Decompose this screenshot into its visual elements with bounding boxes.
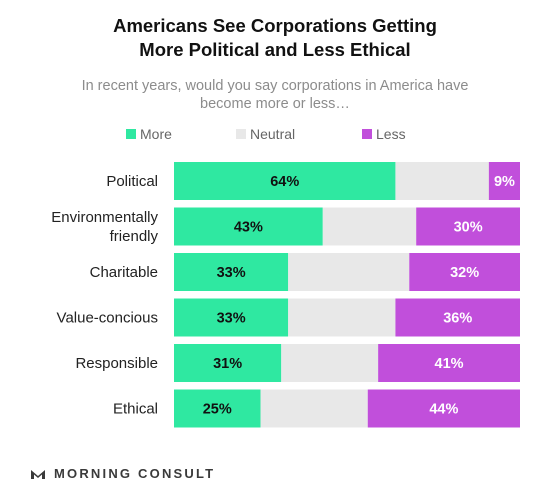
legend-label-neutral: Neutral (250, 126, 296, 142)
value-label-political-more: 64% (270, 174, 299, 190)
legend: More Neutral Less (0, 126, 550, 142)
value-label-responsible-less: 41% (435, 356, 464, 372)
bar-environmentally-friendly-less (416, 207, 520, 246)
legend-swatch-neutral (236, 129, 246, 139)
value-label-charitable-less: 32% (450, 265, 479, 281)
legend-item-neutral: Neutral (236, 126, 295, 142)
chart-title: Americans See Corporations Getting More … (0, 14, 550, 62)
bar-environmentally-friendly-neutral (322, 207, 417, 246)
bar-responsible-neutral (281, 344, 379, 382)
value-label-ethical-more: 25% (203, 402, 232, 418)
bar-political-neutral (395, 162, 489, 200)
category-label-responsible: Responsible (75, 355, 158, 372)
category-label-charitable: Charitable (90, 264, 158, 281)
value-label-charitable-more: 33% (217, 265, 246, 281)
bar-responsible-more (174, 344, 282, 382)
footer-brand: MORNING CONSULT (54, 466, 216, 481)
category-label-environmentally-friendly: Environmentally friendly (51, 209, 158, 245)
legend-swatch-less (362, 129, 372, 139)
chart-subtitle-line-2: become more or less… (200, 96, 350, 112)
category-label-value-concious: Value-concious (57, 310, 158, 327)
bar-responsible-less (378, 344, 520, 382)
chart-subtitle-line-1: In recent years, would you say corporati… (81, 78, 469, 94)
bar-charitable-neutral (288, 253, 410, 291)
legend-label-more: More (140, 126, 172, 142)
value-label-environmentally-friendly-less: 30% (454, 220, 483, 236)
morning-consult-logo-icon (31, 469, 45, 479)
chart-subtitle: In recent years, would you say corporati… (40, 77, 510, 113)
bar-political-less (488, 162, 520, 200)
category-label-political: Political (106, 173, 158, 190)
chart-title-line-1: Americans See Corporations Getting (113, 15, 437, 36)
bar-value-concious-neutral (288, 298, 396, 337)
value-label-value-concious-more: 33% (217, 311, 246, 327)
value-label-value-concious-less: 36% (443, 311, 472, 327)
value-label-responsible-more: 31% (213, 356, 242, 372)
bar-value-concious-more (174, 298, 289, 337)
value-label-environmentally-friendly-more: 43% (234, 220, 263, 236)
bar-ethical-less (367, 389, 520, 428)
value-label-ethical-less: 44% (429, 402, 458, 418)
bar-charitable-more (174, 253, 289, 291)
stacked-bar-chart: Political 64% 9% Environmentally friendly 43%… (51, 162, 520, 428)
legend-label-less: Less (376, 126, 406, 142)
chart-title-line-2: More Political and Less Ethical (139, 39, 411, 60)
legend-swatch-more (126, 129, 136, 139)
legend-item-less: Less (362, 126, 406, 142)
bar-political-more (174, 162, 396, 200)
footer: MORNING CONSULT (30, 466, 215, 481)
bar-environmentally-friendly-more (174, 207, 323, 246)
bar-value-concious-less (395, 298, 520, 337)
legend-item-more: More (126, 126, 172, 142)
category-label-ethical: Ethical (113, 401, 158, 418)
bar-charitable-less (409, 253, 520, 291)
bar-ethical-more (174, 389, 261, 428)
bar-ethical-neutral (260, 389, 368, 428)
value-label-political-less: 9% (494, 174, 515, 190)
